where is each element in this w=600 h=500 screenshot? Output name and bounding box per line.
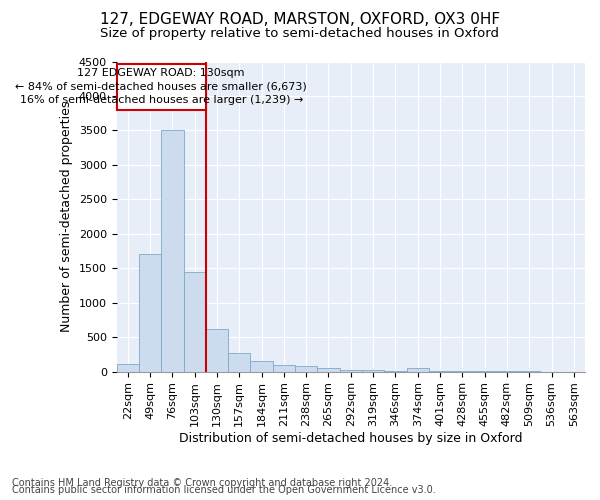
Bar xyxy=(429,371,451,372)
Text: Contains HM Land Registry data © Crown copyright and database right 2024.: Contains HM Land Registry data © Crown c… xyxy=(12,478,392,488)
Bar xyxy=(116,64,206,110)
Bar xyxy=(295,366,317,372)
Bar xyxy=(317,368,340,372)
Bar xyxy=(273,366,295,372)
Bar xyxy=(384,371,407,372)
Text: 127 EDGEWAY ROAD: 130sqm: 127 EDGEWAY ROAD: 130sqm xyxy=(77,68,245,78)
Bar xyxy=(139,254,161,372)
Text: Size of property relative to semi-detached houses in Oxford: Size of property relative to semi-detach… xyxy=(101,28,499,40)
Bar xyxy=(362,370,384,372)
Bar xyxy=(184,272,206,372)
Text: Contains public sector information licensed under the Open Government Licence v3: Contains public sector information licen… xyxy=(12,485,436,495)
Bar xyxy=(250,360,273,372)
X-axis label: Distribution of semi-detached houses by size in Oxford: Distribution of semi-detached houses by … xyxy=(179,432,523,445)
Bar xyxy=(407,368,429,372)
Y-axis label: Number of semi-detached properties: Number of semi-detached properties xyxy=(60,101,73,332)
Bar xyxy=(116,364,139,372)
Bar xyxy=(161,130,184,372)
Bar xyxy=(228,353,250,372)
Bar xyxy=(206,329,228,372)
Text: ← 84% of semi-detached houses are smaller (6,673): ← 84% of semi-detached houses are smalle… xyxy=(16,82,307,92)
Text: 16% of semi-detached houses are larger (1,239) →: 16% of semi-detached houses are larger (… xyxy=(20,96,303,106)
Bar xyxy=(340,370,362,372)
Text: 127, EDGEWAY ROAD, MARSTON, OXFORD, OX3 0HF: 127, EDGEWAY ROAD, MARSTON, OXFORD, OX3 … xyxy=(100,12,500,28)
